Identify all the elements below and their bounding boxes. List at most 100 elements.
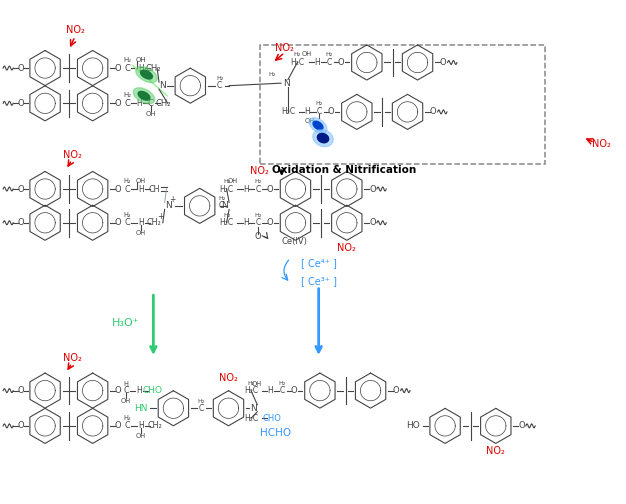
Text: H₂: H₂ (316, 101, 323, 106)
Text: O: O (115, 386, 121, 395)
Text: H₂C: H₂C (220, 218, 233, 227)
Text: NO₂: NO₂ (486, 446, 505, 456)
Text: O: O (291, 386, 297, 395)
Text: H: H (267, 386, 274, 395)
Text: NO₂: NO₂ (250, 166, 269, 176)
Text: H₂: H₂ (254, 179, 262, 184)
Text: O: O (328, 107, 334, 116)
Text: H₂: H₂ (197, 399, 205, 404)
Text: C: C (317, 107, 322, 116)
Text: H₂: H₂ (216, 76, 223, 81)
Text: O: O (430, 107, 436, 116)
Text: H₂: H₂ (123, 178, 131, 184)
Text: OH: OH (227, 178, 237, 184)
Polygon shape (136, 67, 157, 83)
Text: O: O (255, 232, 261, 241)
Text: HN: HN (134, 404, 148, 413)
Text: NO₂: NO₂ (219, 373, 238, 383)
Text: N: N (165, 202, 172, 210)
Text: O: O (18, 184, 24, 194)
Text: C: C (123, 386, 128, 395)
Text: C: C (125, 421, 130, 430)
Text: HCHO: HCHO (260, 428, 291, 438)
Text: OH: OH (302, 51, 312, 57)
Text: N: N (222, 202, 228, 210)
Text: O: O (18, 386, 24, 395)
Text: NO₂: NO₂ (592, 139, 610, 149)
Text: OH: OH (136, 230, 146, 236)
Text: H: H (304, 107, 310, 116)
Text: OH: OH (136, 433, 146, 439)
Text: OH: OH (305, 118, 315, 124)
Text: C: C (280, 386, 285, 395)
Text: H₂: H₂ (218, 197, 225, 201)
Text: C: C (125, 218, 130, 227)
Text: O: O (115, 99, 121, 108)
Text: H₂: H₂ (123, 212, 131, 218)
Text: O: O (18, 99, 24, 108)
Polygon shape (313, 130, 333, 147)
Text: O: O (18, 64, 24, 73)
Text: H: H (138, 184, 144, 194)
Polygon shape (313, 121, 323, 130)
Text: H₂C: H₂C (244, 414, 258, 423)
Text: H: H (138, 218, 144, 227)
Polygon shape (309, 118, 327, 133)
Text: C: C (327, 58, 332, 67)
Text: O: O (393, 386, 399, 395)
Text: H: H (138, 64, 144, 73)
Text: OH: OH (146, 111, 156, 117)
Text: HO: HO (406, 421, 420, 430)
Text: N: N (283, 79, 289, 88)
Text: H₂: H₂ (123, 92, 131, 98)
Text: OH: OH (121, 398, 131, 404)
Text: NO₂: NO₂ (337, 243, 356, 253)
Text: O: O (369, 218, 376, 227)
Text: H: H (136, 99, 143, 108)
Text: H₂: H₂ (279, 381, 286, 386)
Bar (260, 45, 545, 164)
Text: H₂C: H₂C (220, 184, 233, 194)
Text: H₂: H₂ (294, 52, 301, 57)
Text: H: H (123, 381, 128, 387)
Text: H₂: H₂ (223, 179, 230, 184)
Text: C: C (124, 64, 130, 73)
Text: CHO: CHO (143, 386, 163, 395)
Text: C: C (125, 184, 130, 194)
Text: C: C (219, 202, 224, 210)
Text: C: C (255, 218, 260, 227)
Text: O: O (18, 421, 24, 430)
Text: NO₂: NO₂ (63, 353, 81, 363)
Text: OH: OH (136, 178, 146, 184)
Text: O: O (267, 184, 273, 194)
Text: [ Ce⁴⁺ ]: [ Ce⁴⁺ ] (300, 258, 337, 268)
Text: H: H (138, 421, 144, 430)
Polygon shape (141, 70, 152, 79)
Text: O: O (440, 58, 446, 67)
Text: +: + (170, 195, 176, 204)
Text: H: H (314, 58, 321, 67)
Text: CH₂: CH₂ (147, 421, 162, 430)
Text: CH₂: CH₂ (146, 64, 161, 73)
Text: H₂: H₂ (247, 381, 255, 386)
Text: OH: OH (252, 381, 262, 387)
Text: H₂: H₂ (326, 52, 333, 57)
Text: H: H (243, 184, 249, 194)
Text: O: O (18, 218, 24, 227)
Text: H₂C: H₂C (281, 107, 295, 116)
Text: H₂: H₂ (254, 213, 262, 218)
Text: O: O (115, 64, 121, 73)
Text: NO₂: NO₂ (63, 150, 81, 160)
Polygon shape (317, 134, 329, 143)
Text: OH: OH (136, 57, 146, 63)
Text: O: O (267, 218, 273, 227)
Text: Ce(IV): Ce(IV) (281, 237, 307, 246)
Text: NO₂: NO₂ (66, 25, 85, 35)
Text: H₃O⁺: H₃O⁺ (111, 318, 139, 328)
Text: CH: CH (148, 184, 160, 194)
Text: CHO: CHO (263, 414, 282, 423)
Text: H₂C: H₂C (290, 58, 304, 67)
Text: N: N (250, 404, 257, 413)
Text: O: O (115, 218, 121, 227)
Text: H₂: H₂ (123, 57, 131, 63)
